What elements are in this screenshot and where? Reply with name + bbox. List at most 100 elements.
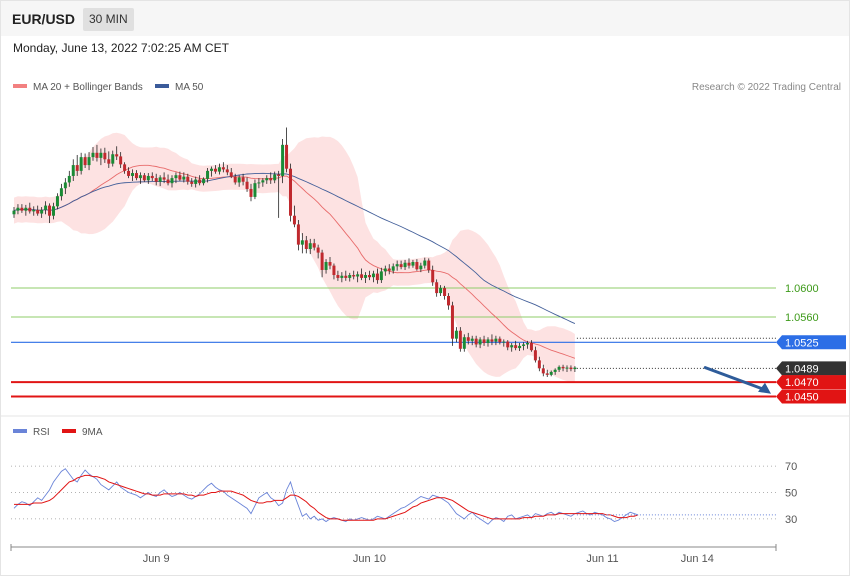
candle-body <box>253 183 257 197</box>
candle-body <box>474 338 478 345</box>
candle-body <box>40 209 44 214</box>
candle-body <box>59 188 63 197</box>
candle-body <box>545 373 549 375</box>
candle <box>462 334 466 352</box>
candle <box>506 340 510 351</box>
candle <box>265 175 269 184</box>
ma50-line <box>13 172 576 324</box>
candle <box>75 154 79 176</box>
candle-body <box>356 274 360 277</box>
candle-body <box>553 369 557 372</box>
candle-body <box>154 178 158 182</box>
candle <box>36 205 40 216</box>
candle <box>537 356 541 372</box>
candle <box>206 167 210 183</box>
candle <box>154 173 158 186</box>
candle <box>281 139 285 184</box>
candle <box>312 238 316 251</box>
candle <box>28 202 32 214</box>
candle <box>166 174 170 186</box>
candle-body <box>213 168 217 172</box>
candle-body <box>190 181 194 184</box>
legend-swatch-ma20 <box>13 84 27 88</box>
candle-body <box>182 176 186 180</box>
candle-body <box>48 205 52 216</box>
candle <box>494 335 498 346</box>
candle-body <box>510 345 514 348</box>
candle-body <box>526 343 529 345</box>
candle <box>107 151 111 168</box>
candle-body <box>103 152 107 160</box>
candle-body <box>529 343 533 351</box>
candle <box>12 207 16 218</box>
candle-body <box>142 175 146 181</box>
candle-body <box>28 207 32 212</box>
timeframe-button[interactable]: 30 MIN <box>83 8 134 31</box>
candle-body <box>431 269 435 283</box>
candle-body <box>269 178 273 181</box>
candle-body <box>91 152 95 158</box>
candle-body <box>241 177 245 182</box>
candle <box>273 171 277 184</box>
candle <box>52 202 55 220</box>
candle <box>364 272 368 283</box>
candles <box>12 127 577 378</box>
candle-body <box>308 243 312 249</box>
candle-body <box>569 367 573 370</box>
level-labels: 1.0600 1.0560 1.0525 1.0489 1.0470 1.0450 <box>776 283 846 404</box>
candle-body <box>123 164 127 171</box>
candle-body <box>111 154 115 164</box>
candle-body <box>87 157 91 166</box>
candle <box>213 165 217 174</box>
candle-body <box>249 188 253 197</box>
candle-body <box>178 175 182 180</box>
candle-body <box>55 196 59 207</box>
candle <box>565 365 569 372</box>
candle-body <box>573 367 577 370</box>
candle <box>340 272 344 283</box>
candle-body <box>67 175 71 183</box>
candle-body <box>462 337 466 349</box>
candle <box>561 364 565 372</box>
arrow-shaft <box>703 366 767 392</box>
candle <box>198 175 202 186</box>
ma20-line <box>13 164 576 359</box>
legend-ma20-bb: MA 20 + Bollinger Bands <box>33 82 143 93</box>
candle <box>308 238 312 255</box>
candle <box>423 257 427 269</box>
candle <box>545 369 549 378</box>
candle-body <box>52 206 55 216</box>
candle <box>174 172 178 184</box>
instrument-name: EUR/USD <box>12 11 76 27</box>
candle <box>67 170 71 187</box>
candle-body <box>316 247 320 253</box>
candle <box>486 337 490 347</box>
candle <box>447 293 450 310</box>
candle <box>407 258 411 269</box>
candle <box>368 270 371 281</box>
candle-body <box>119 156 123 165</box>
candle <box>99 148 103 166</box>
level-label: 1.0470 <box>785 377 819 389</box>
bollinger-band-area <box>14 132 575 383</box>
candle-body <box>233 176 237 183</box>
candle-body <box>83 157 87 166</box>
candle <box>289 163 292 222</box>
candle-body <box>419 265 423 270</box>
level-lines <box>11 287 776 398</box>
candle <box>95 144 99 162</box>
candle-body <box>332 265 336 276</box>
candle-body <box>229 172 233 177</box>
candle-body <box>281 144 285 176</box>
candle-body <box>138 175 142 179</box>
candle <box>332 263 336 280</box>
candle <box>415 259 419 271</box>
candle <box>79 152 83 175</box>
candle-body <box>482 339 486 344</box>
candle <box>522 342 526 351</box>
candle-body <box>387 268 391 271</box>
level-tag <box>776 335 846 350</box>
candle-body <box>458 330 462 349</box>
candle <box>55 193 59 210</box>
candle <box>217 163 221 175</box>
